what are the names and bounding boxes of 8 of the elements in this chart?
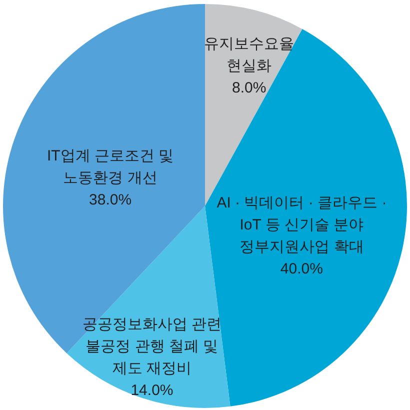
data-label: 40.0% [280, 260, 323, 278]
data-label: 38.0% [89, 192, 132, 208]
data-label: 14.0% [130, 382, 174, 399]
slice-label: IT업계 근로조건 및 노동환경 개선 [46, 148, 174, 186]
slice-label: 유지보수요율 현실화 [204, 36, 294, 75]
slice-label: 공공정보화사업 관련 불공정 관행 철폐 및 제도 재정비 [82, 316, 222, 377]
data-label: 8.0% [232, 80, 266, 97]
slice-label: AI · 빅데이터 · 클라우드 · IoT 등 신기술 분야 정부지원사업 확대 [216, 194, 387, 256]
